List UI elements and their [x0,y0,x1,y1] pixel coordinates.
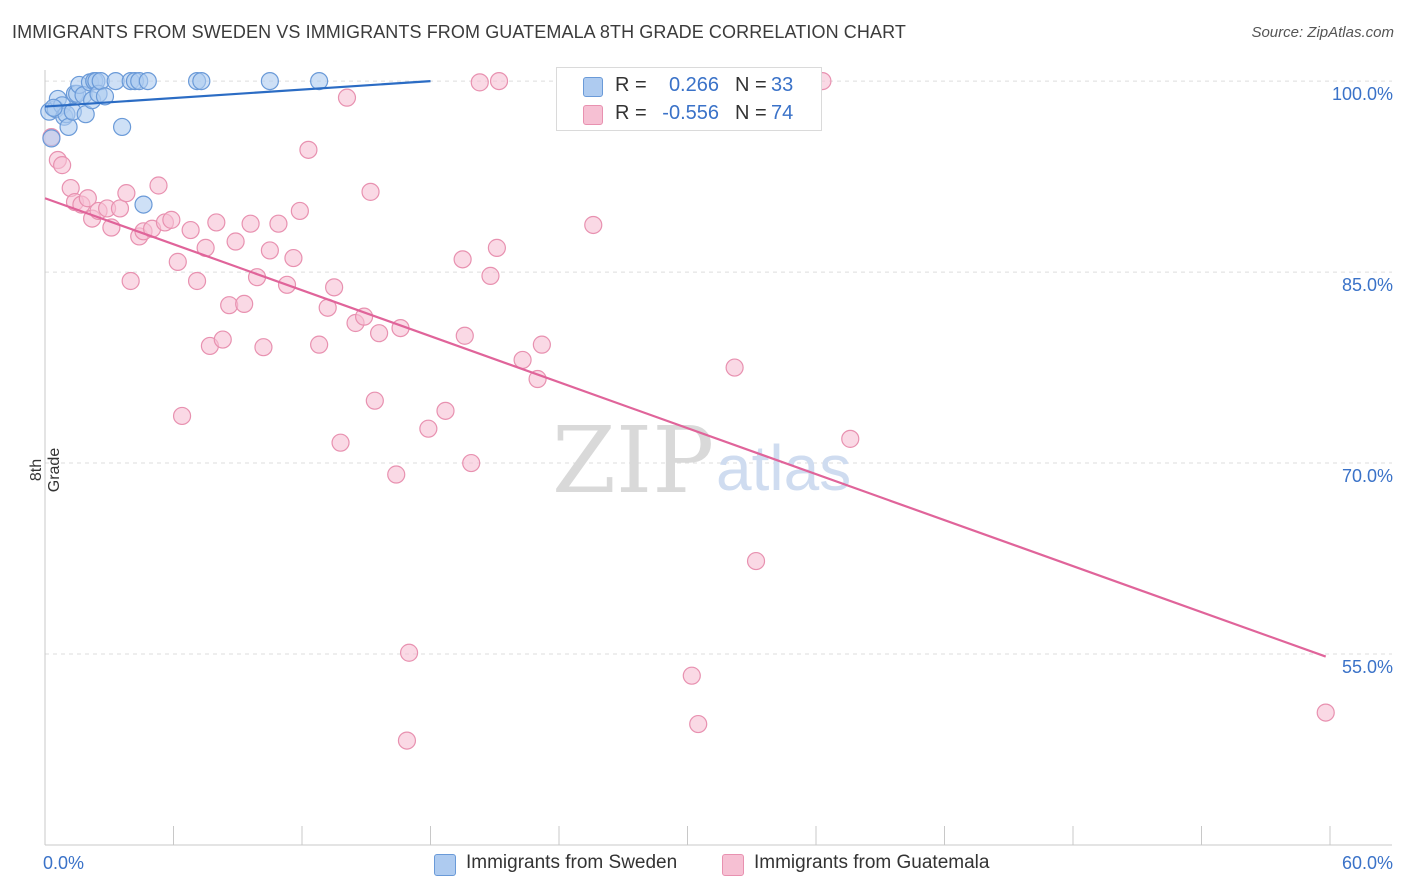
guatemala-point [121,271,140,291]
legend-r-value: 0.266 [668,74,719,96]
sweden-point [95,87,115,106]
guatemala-point [1316,703,1335,722]
y-tick-label: 70.0% [1342,466,1393,486]
legend-swatch-guatemala [722,854,744,876]
guatemala-point [470,73,489,92]
y-tick-label: 85.0% [1342,275,1393,295]
series-legend: Immigrants from Sweden Immigrants from G… [0,852,1406,878]
guatemala-point [220,296,239,315]
legend-row-guatemala: R = -0.556 N = 74 [557,99,821,129]
guatemala-points [42,71,1335,750]
watermark-zip: ZIP [552,407,714,514]
guatemala-point [746,551,766,571]
legend-n-value: 74 [771,102,794,124]
watermark: ZIP atlas [552,407,851,514]
guatemala-point [489,71,509,91]
guatemala-point [462,453,481,473]
guatemala-point [310,335,329,354]
sweden-point [134,195,153,214]
guatemala-point [207,213,226,232]
sweden-point [138,71,157,91]
sweden-point [310,71,329,91]
guatemala-point [331,433,350,452]
guatemala-point [168,252,187,271]
sweden-point [260,71,279,91]
guatemala-point [117,184,136,203]
guatemala-point [725,358,744,377]
chart-title: IMMIGRANTS FROM SWEDEN VS IMMIGRANTS FRO… [12,22,906,42]
guatemala-point [53,156,72,175]
guatemala-point [290,201,309,221]
guatemala-point [365,391,384,410]
source-label: Source: ZipAtlas.com [1251,24,1394,41]
sweden-point [42,129,61,148]
guatemala-point [284,248,303,268]
guatemala-point [455,326,474,345]
sweden-point [44,98,63,117]
guatemala-point [387,465,406,484]
x-tick-label: 0.0% [43,853,84,873]
sweden-trend-line [44,79,431,108]
guatemala-point [532,335,551,354]
guatemala-point [337,88,357,107]
guatemala-point [436,401,455,420]
guatemala-point [397,731,417,750]
guatemala-point [110,199,130,218]
guatemala-point [453,250,472,269]
legend-r-label: R = [615,74,647,96]
guatemala-trend-line [44,197,1327,658]
guatemala-point [235,294,254,314]
guatemala-point [361,182,380,201]
guatemala-point [172,406,192,426]
guatemala-point [254,338,273,357]
guatemala-point [149,176,168,195]
guatemala-point [370,324,389,343]
legend-label-sweden: Immigrants from Sweden [466,852,678,873]
axes [44,70,1392,846]
guatemala-point [181,220,200,240]
guatemala-point [689,714,708,734]
guatemala-point [299,140,318,159]
legend-swatch-sweden [434,854,456,876]
legend-n-label: N = [735,74,767,96]
trend-lines [44,79,1327,658]
x-tick-label: 60.0% [1342,853,1393,873]
legend-swatch-guatemala [583,105,603,125]
guatemala-point [241,214,260,233]
legend-row-sweden: R = 0.266 N = 33 [557,71,821,101]
guatemala-point [325,278,344,297]
guatemala-point [528,369,547,389]
guatemala-point [481,266,500,285]
guatemala-point [487,238,506,257]
guatemala-point [162,210,181,229]
guatemala-point [682,666,701,685]
watermark-atlas: atlas [716,432,851,504]
legend-r-label: R = [615,102,647,124]
guatemala-point [841,429,860,448]
guatemala-point [260,241,279,260]
tick-labels: 100.0% 85.0% 70.0% 55.0% 0.0% 60.0% [43,84,1393,873]
guatemala-point [213,330,232,349]
guatemala-point [269,214,288,233]
y-tick-label: 100.0% [1332,84,1393,104]
sweden-point [192,71,211,91]
correlation-legend: R = 0.266 N = 33 R = -0.556 N = 74 [556,67,822,131]
guatemala-point [419,419,438,438]
guatemala-point [78,189,97,208]
guatemala-point [399,643,419,662]
y-tick-label: 55.0% [1342,657,1393,677]
sweden-point [59,117,78,137]
legend-r-value: -0.556 [662,102,719,124]
guatemala-point [226,232,245,251]
grid-lines [45,80,1392,655]
guatemala-point [584,215,603,235]
legend-label-guatemala: Immigrants from Guatemala [754,852,990,873]
legend-n-value: 33 [771,74,794,96]
legend-swatch-sweden [583,77,603,97]
sweden-point [112,117,132,137]
legend-n-label: N = [735,102,767,124]
guatemala-point [187,271,207,291]
